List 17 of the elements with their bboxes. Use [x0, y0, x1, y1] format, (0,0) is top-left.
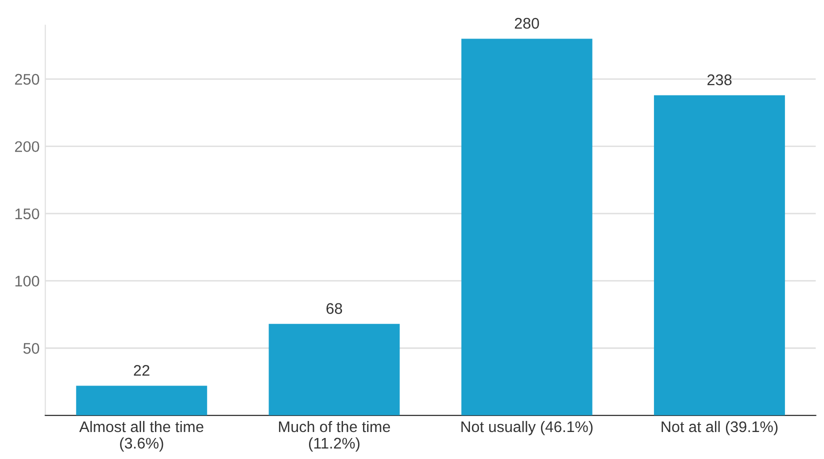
y-tick-label: 50 [23, 342, 40, 354]
y-tick-label: 250 [15, 74, 40, 85]
y-tick-label: 200 [15, 141, 40, 152]
bar [268, 324, 400, 416]
data-label: 238 [707, 74, 732, 86]
data-label: 22 [134, 365, 150, 376]
data-label: 280 [514, 18, 539, 29]
x-tick-label: Almost all the time (3.6%) [79, 420, 204, 452]
data-label: 68 [326, 303, 342, 314]
x-tick-label: Not usually (46.1%) [461, 420, 593, 436]
y-tick-label: 150 [15, 208, 40, 220]
bar [76, 386, 208, 416]
x-tick-label: Much of the time (11.2%) [279, 420, 390, 452]
bar [461, 38, 592, 416]
bar [654, 95, 785, 416]
x-tick-label: Not at all (39.1%) [662, 420, 778, 436]
y-tick-label: 100 [15, 276, 40, 287]
